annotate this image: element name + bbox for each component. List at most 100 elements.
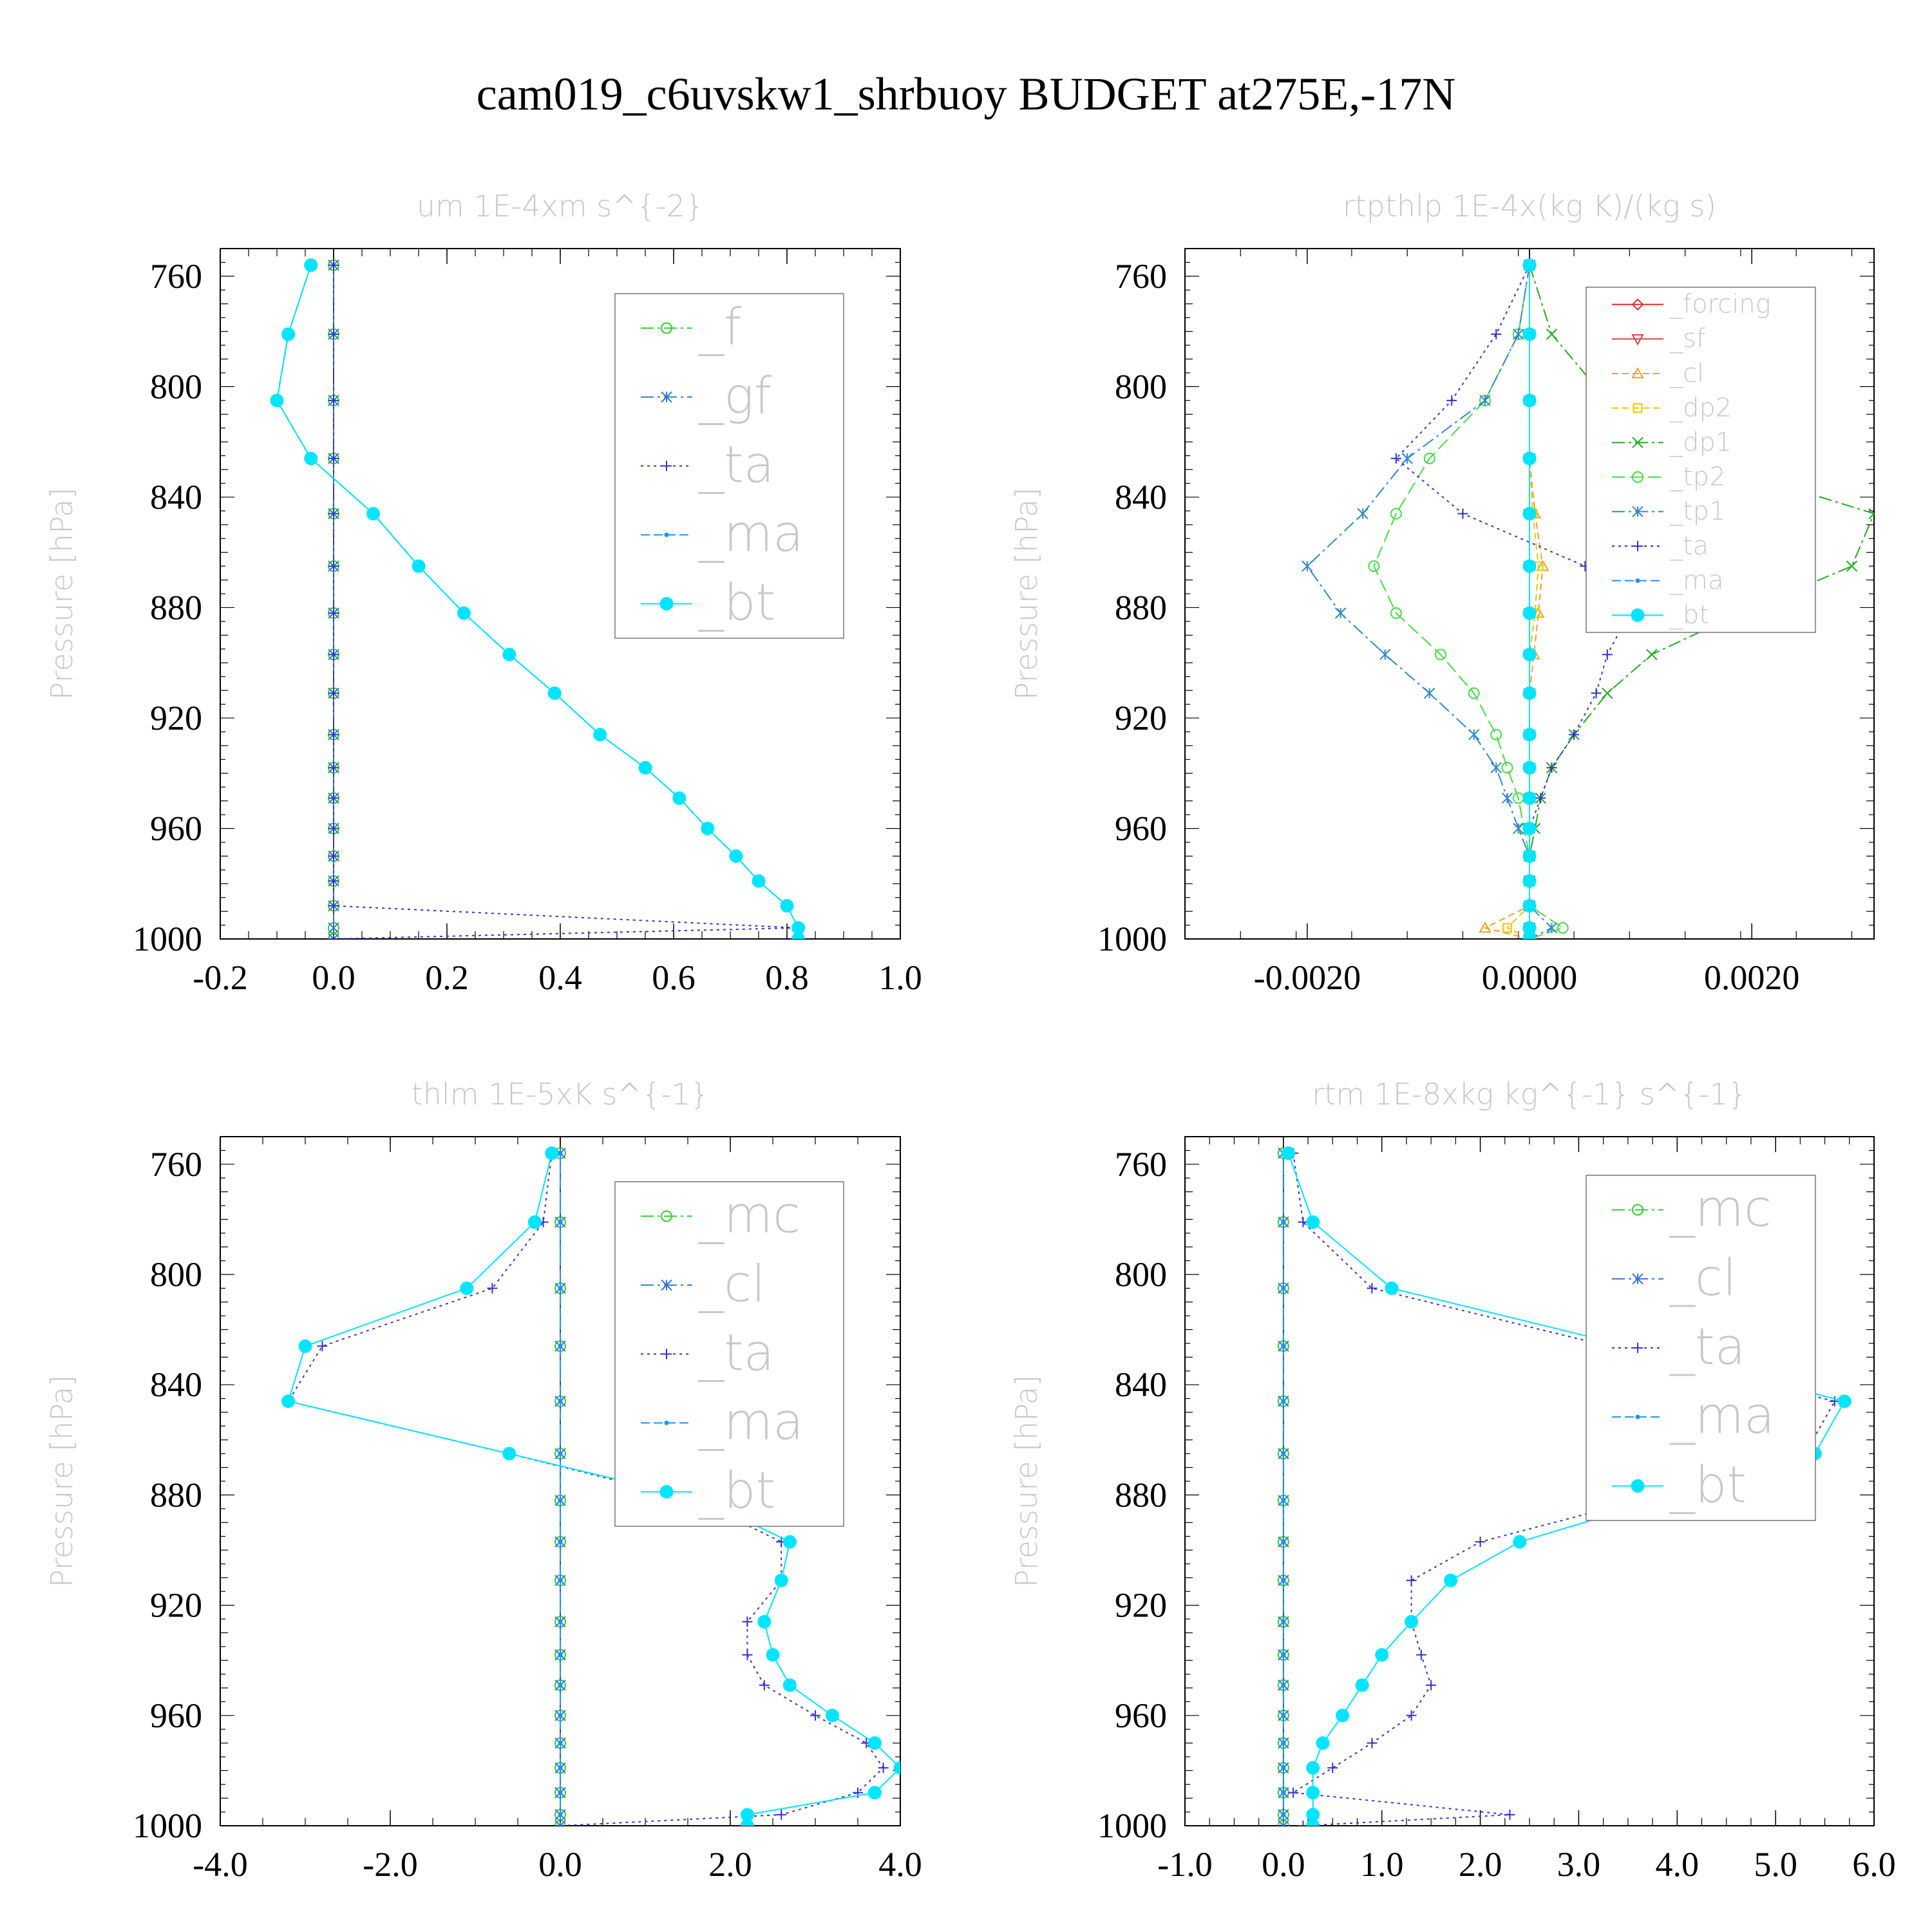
data-point-bt [1513,1535,1527,1549]
data-point-ma [558,1498,563,1503]
data-point-bt [527,1215,542,1229]
data-point-dp1 [1646,649,1658,661]
data-point-bt [593,728,607,742]
panel-title: um 1E-4xm s^{-2} [417,189,704,223]
data-point-tp1 [1302,560,1313,572]
data-point-ma [558,1741,563,1746]
legend-entry: _tp1 [1669,497,1726,526]
x-tick-label: 4.0 [1656,1845,1700,1884]
series-group [1277,1146,1852,1826]
y-tick-label: 960 [150,1696,202,1735]
x-tick-label: 4.0 [878,1845,922,1884]
data-point-dp1 [1846,560,1858,572]
data-point-ta [317,1341,328,1352]
legend-entry: _ma [1669,1387,1775,1445]
data-point-tp1 [1513,822,1524,835]
x-tick-label: 6.0 [1852,1845,1896,1884]
data-point-ta [328,561,339,572]
legend: _forcing _sf _cl _dp2 _dp1 _tp2 _tp1 _ta _ma _bt [1586,287,1816,633]
data-point-tp2 [1557,922,1569,934]
data-point-bt [1837,1394,1852,1408]
data-point-bt [638,761,652,775]
data-point-ma [558,1399,563,1404]
data-point-gf [328,922,339,934]
data-point-ma [558,1823,563,1826]
legend-entry: _bt [1669,1456,1747,1514]
data-point-bt [270,393,284,408]
series-line-tp1 [1306,265,1553,939]
x-tick-label: -0.2 [193,958,247,997]
data-point-bt [1306,1786,1320,1800]
x-tick-label: -1.0 [1157,1845,1212,1884]
panel-1: um 1E-4xm s^{-2} Pressure [hPa] 760 800 840 8… [44,189,922,997]
y-tick-label: 960 [1115,1696,1167,1735]
legend-entry: _tp2 [1669,462,1726,492]
data-point-tp1 [1357,507,1368,520]
data-point-bt [867,1786,882,1800]
data-point-ta [328,823,339,834]
data-point-ma [1281,1619,1286,1624]
x-tick-label: 0.2 [425,958,469,997]
y-tick-label: 880 [150,588,202,627]
panel-title: thlm 1E-5xK s^{-1} [412,1077,710,1112]
legend-marker [1632,471,1643,483]
data-point-ma [1281,1823,1286,1826]
data-point-bt [701,821,715,835]
legend-marker [661,1210,672,1222]
data-point-tp2 [1468,687,1480,699]
data-point-ta [328,934,339,939]
data-point-bt [304,451,318,466]
data-point-ma [1281,1220,1286,1225]
data-point-ta [1390,453,1401,464]
y-tick-label: 760 [1115,257,1167,296]
data-point-ma [558,1765,563,1770]
legend-marker [1631,608,1645,622]
data-point-ma [1281,1539,1286,1544]
data-point-ta [328,395,339,406]
data-point-bt [1522,791,1537,805]
series-line-ta [287,1153,884,1826]
data-point-bt [1355,1678,1369,1692]
data-point-ta [1367,1283,1378,1294]
legend-entry: _bt [698,1462,775,1520]
data-point-bt [1522,451,1537,466]
data-point-ta [776,1809,787,1820]
legend-marker [1631,334,1644,346]
panel-4: rtm 1E-8xkg kg^{-1} s^{-1} Pressure [hPa]… [1009,1077,1896,1884]
legend-entry: _f [698,298,742,356]
data-point-tp1 [1468,728,1480,741]
panels-container: um 1E-4xm s^{-2} Pressure [hPa] 760 800 840 8… [44,189,1896,1884]
x-tick-label: 0.0 [312,958,355,997]
x-tick-label: 5.0 [1754,1845,1797,1884]
data-point-bt [502,1446,516,1461]
data-point-tp2 [1434,649,1446,661]
series-line-cl [1483,265,1544,939]
data-point-tp1 [1501,792,1513,804]
data-point-ta [1569,729,1580,740]
data-point-ta [328,649,339,660]
y-tick-label: 840 [150,1365,202,1404]
y-tick-label: 960 [150,809,202,848]
legend-marker [1633,403,1643,413]
y-tick-label: 800 [1115,367,1167,406]
data-point-ma [1281,1498,1286,1503]
data-point-bt [1522,686,1537,700]
data-point-tp1 [1513,328,1524,340]
data-point-bt [1522,932,1537,939]
legend-marker [661,391,672,403]
data-point-bt [1336,1709,1350,1723]
data-point-bt [502,647,516,661]
y-tick-label: 920 [1115,1586,1167,1625]
legend-entry: _cl [1669,1249,1737,1307]
legend-marker [1632,1273,1643,1285]
legend-entry: _forcing [1669,290,1771,319]
data-point-ta [1288,1787,1299,1798]
legend-marker [1635,578,1640,583]
data-point-ma [1281,1713,1286,1718]
data-point-ta [1535,793,1546,804]
x-tick-label: 0.4 [538,958,582,997]
data-point-ta [1475,1537,1486,1548]
legend-entry: _ta [698,1324,774,1382]
legend-entry: _dp2 [1669,393,1732,422]
data-point-ma [1281,1451,1286,1456]
